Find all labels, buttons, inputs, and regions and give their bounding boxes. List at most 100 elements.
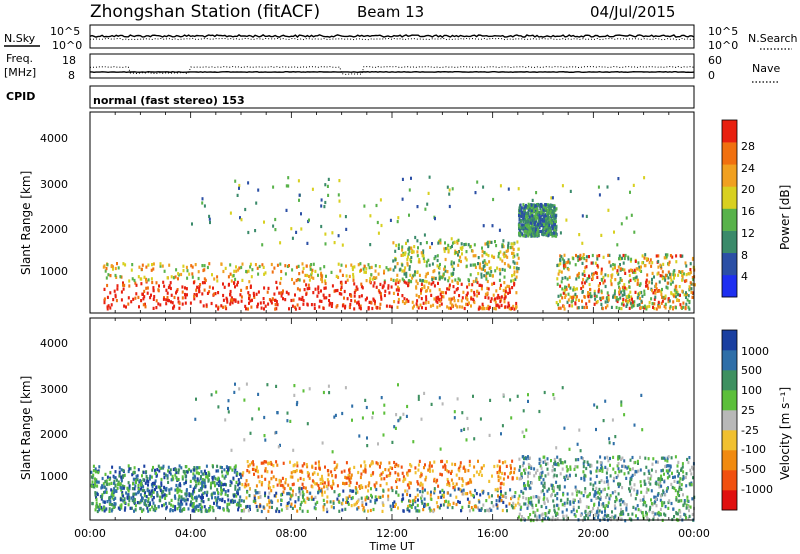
range-gate-cell (324, 242, 327, 246)
range-gate-cell (202, 304, 205, 308)
range-gate-cell (661, 299, 664, 303)
range-gate-cell (354, 486, 357, 490)
range-gate-cell (232, 500, 235, 504)
range-gate-cell (248, 301, 250, 305)
range-gate-cell (556, 282, 559, 286)
range-gate-cell (199, 283, 202, 287)
range-gate-cell (577, 258, 580, 262)
range-gate-cell (657, 300, 660, 304)
range-gate-cell (653, 501, 656, 505)
range-gate-cell (322, 306, 325, 310)
range-gate-cell (431, 242, 433, 246)
range-gate-cell (422, 508, 425, 512)
range-gate-cell (663, 512, 666, 516)
range-gate-cell (236, 193, 239, 197)
range-gate-cell (374, 485, 377, 489)
range-gate-cell (105, 479, 108, 483)
range-gate-cell (499, 272, 502, 276)
range-gate-cell (197, 504, 200, 508)
range-gate-cell (520, 226, 523, 230)
range-gate-cell (563, 485, 566, 489)
range-gate-cell (659, 274, 662, 278)
range-gate-cell (560, 270, 563, 274)
range-gate-cell (264, 271, 267, 275)
range-gate-cell (128, 499, 131, 503)
range-gate-cell (256, 305, 259, 309)
range-gate-cell (145, 470, 148, 474)
range-gate-cell (538, 461, 541, 465)
range-gate-cell (262, 265, 265, 269)
range-gate-cell (253, 472, 255, 476)
range-gate-cell (309, 491, 312, 495)
range-gate-cell (588, 299, 591, 303)
range-gate-cell (583, 516, 586, 520)
range-gate-cell (593, 302, 596, 306)
range-gate-cell (456, 305, 459, 309)
range-gate-cell (642, 503, 645, 507)
range-gate-cell (395, 243, 398, 248)
range-gate-cell (688, 307, 691, 311)
range-gate-cell (601, 467, 604, 471)
range-gate-cell (342, 498, 345, 502)
range-gate-cell (564, 478, 567, 482)
range-gate-cell (663, 256, 666, 260)
range-gate-cell (145, 495, 148, 499)
range-gate-cell (328, 391, 331, 395)
range-gate-cell (115, 299, 118, 303)
range-gate-cell (201, 292, 204, 296)
range-gate-cell (166, 476, 169, 480)
range-gate-cell (341, 304, 344, 308)
range-gate-cell (159, 499, 162, 503)
range-gate-cell (240, 265, 243, 270)
range-gate-cell (461, 411, 464, 415)
range-gate-cell (583, 273, 586, 277)
range-gate-cell (551, 224, 554, 228)
range-gate-cell (253, 293, 255, 298)
range-gate-cell (214, 292, 217, 296)
range-gate-cell (681, 254, 684, 258)
range-gate-cell (188, 467, 191, 472)
range-gate-cell (146, 477, 149, 481)
colorbar-segment (722, 230, 737, 254)
range-gate-cell (213, 277, 216, 281)
range-gate-cell (603, 279, 606, 283)
range-gate-cell (346, 297, 349, 301)
range-gate-cell (319, 489, 322, 493)
range-gate-cell (511, 251, 513, 255)
range-gate-cell (507, 244, 510, 248)
range-gate-cell (596, 271, 598, 275)
range-gate-cell (409, 481, 412, 485)
range-gate-cell (550, 209, 553, 213)
range-gate-cell (257, 496, 260, 500)
range-gate-cell (605, 504, 608, 508)
range-gate-cell (320, 299, 323, 303)
range-gate-cell (664, 458, 667, 462)
range-gate-cell (625, 287, 628, 291)
range-gate-cell (150, 293, 152, 297)
range-gate-cell (210, 393, 213, 397)
range-gate-cell (499, 482, 502, 486)
range-gate-cell (275, 509, 278, 513)
range-gate-cell (142, 303, 145, 307)
range-gate-cell (539, 475, 542, 479)
range-gate-cell (553, 208, 556, 212)
range-gate-cell (583, 281, 586, 285)
range-gate-cell (223, 285, 226, 289)
range-gate-cell (105, 276, 108, 280)
range-gate-cell (432, 509, 435, 514)
range-gate-cell (520, 215, 523, 219)
range-gate-cell (303, 279, 306, 283)
range-gate-cell (607, 501, 610, 505)
range-gate-cell (230, 448, 233, 452)
range-gate-cell (408, 509, 411, 513)
range-gate-cell (288, 492, 291, 496)
range-gate-cell (163, 485, 166, 489)
range-gate-cell (661, 277, 664, 281)
range-gate-cell (341, 243, 344, 247)
range-gate-cell (670, 501, 673, 506)
range-gate-cell (367, 484, 370, 488)
range-gate-cell (129, 506, 132, 510)
range-gate-cell (551, 196, 554, 200)
range-gate-cell (328, 299, 330, 303)
range-gate-cell (687, 460, 690, 465)
